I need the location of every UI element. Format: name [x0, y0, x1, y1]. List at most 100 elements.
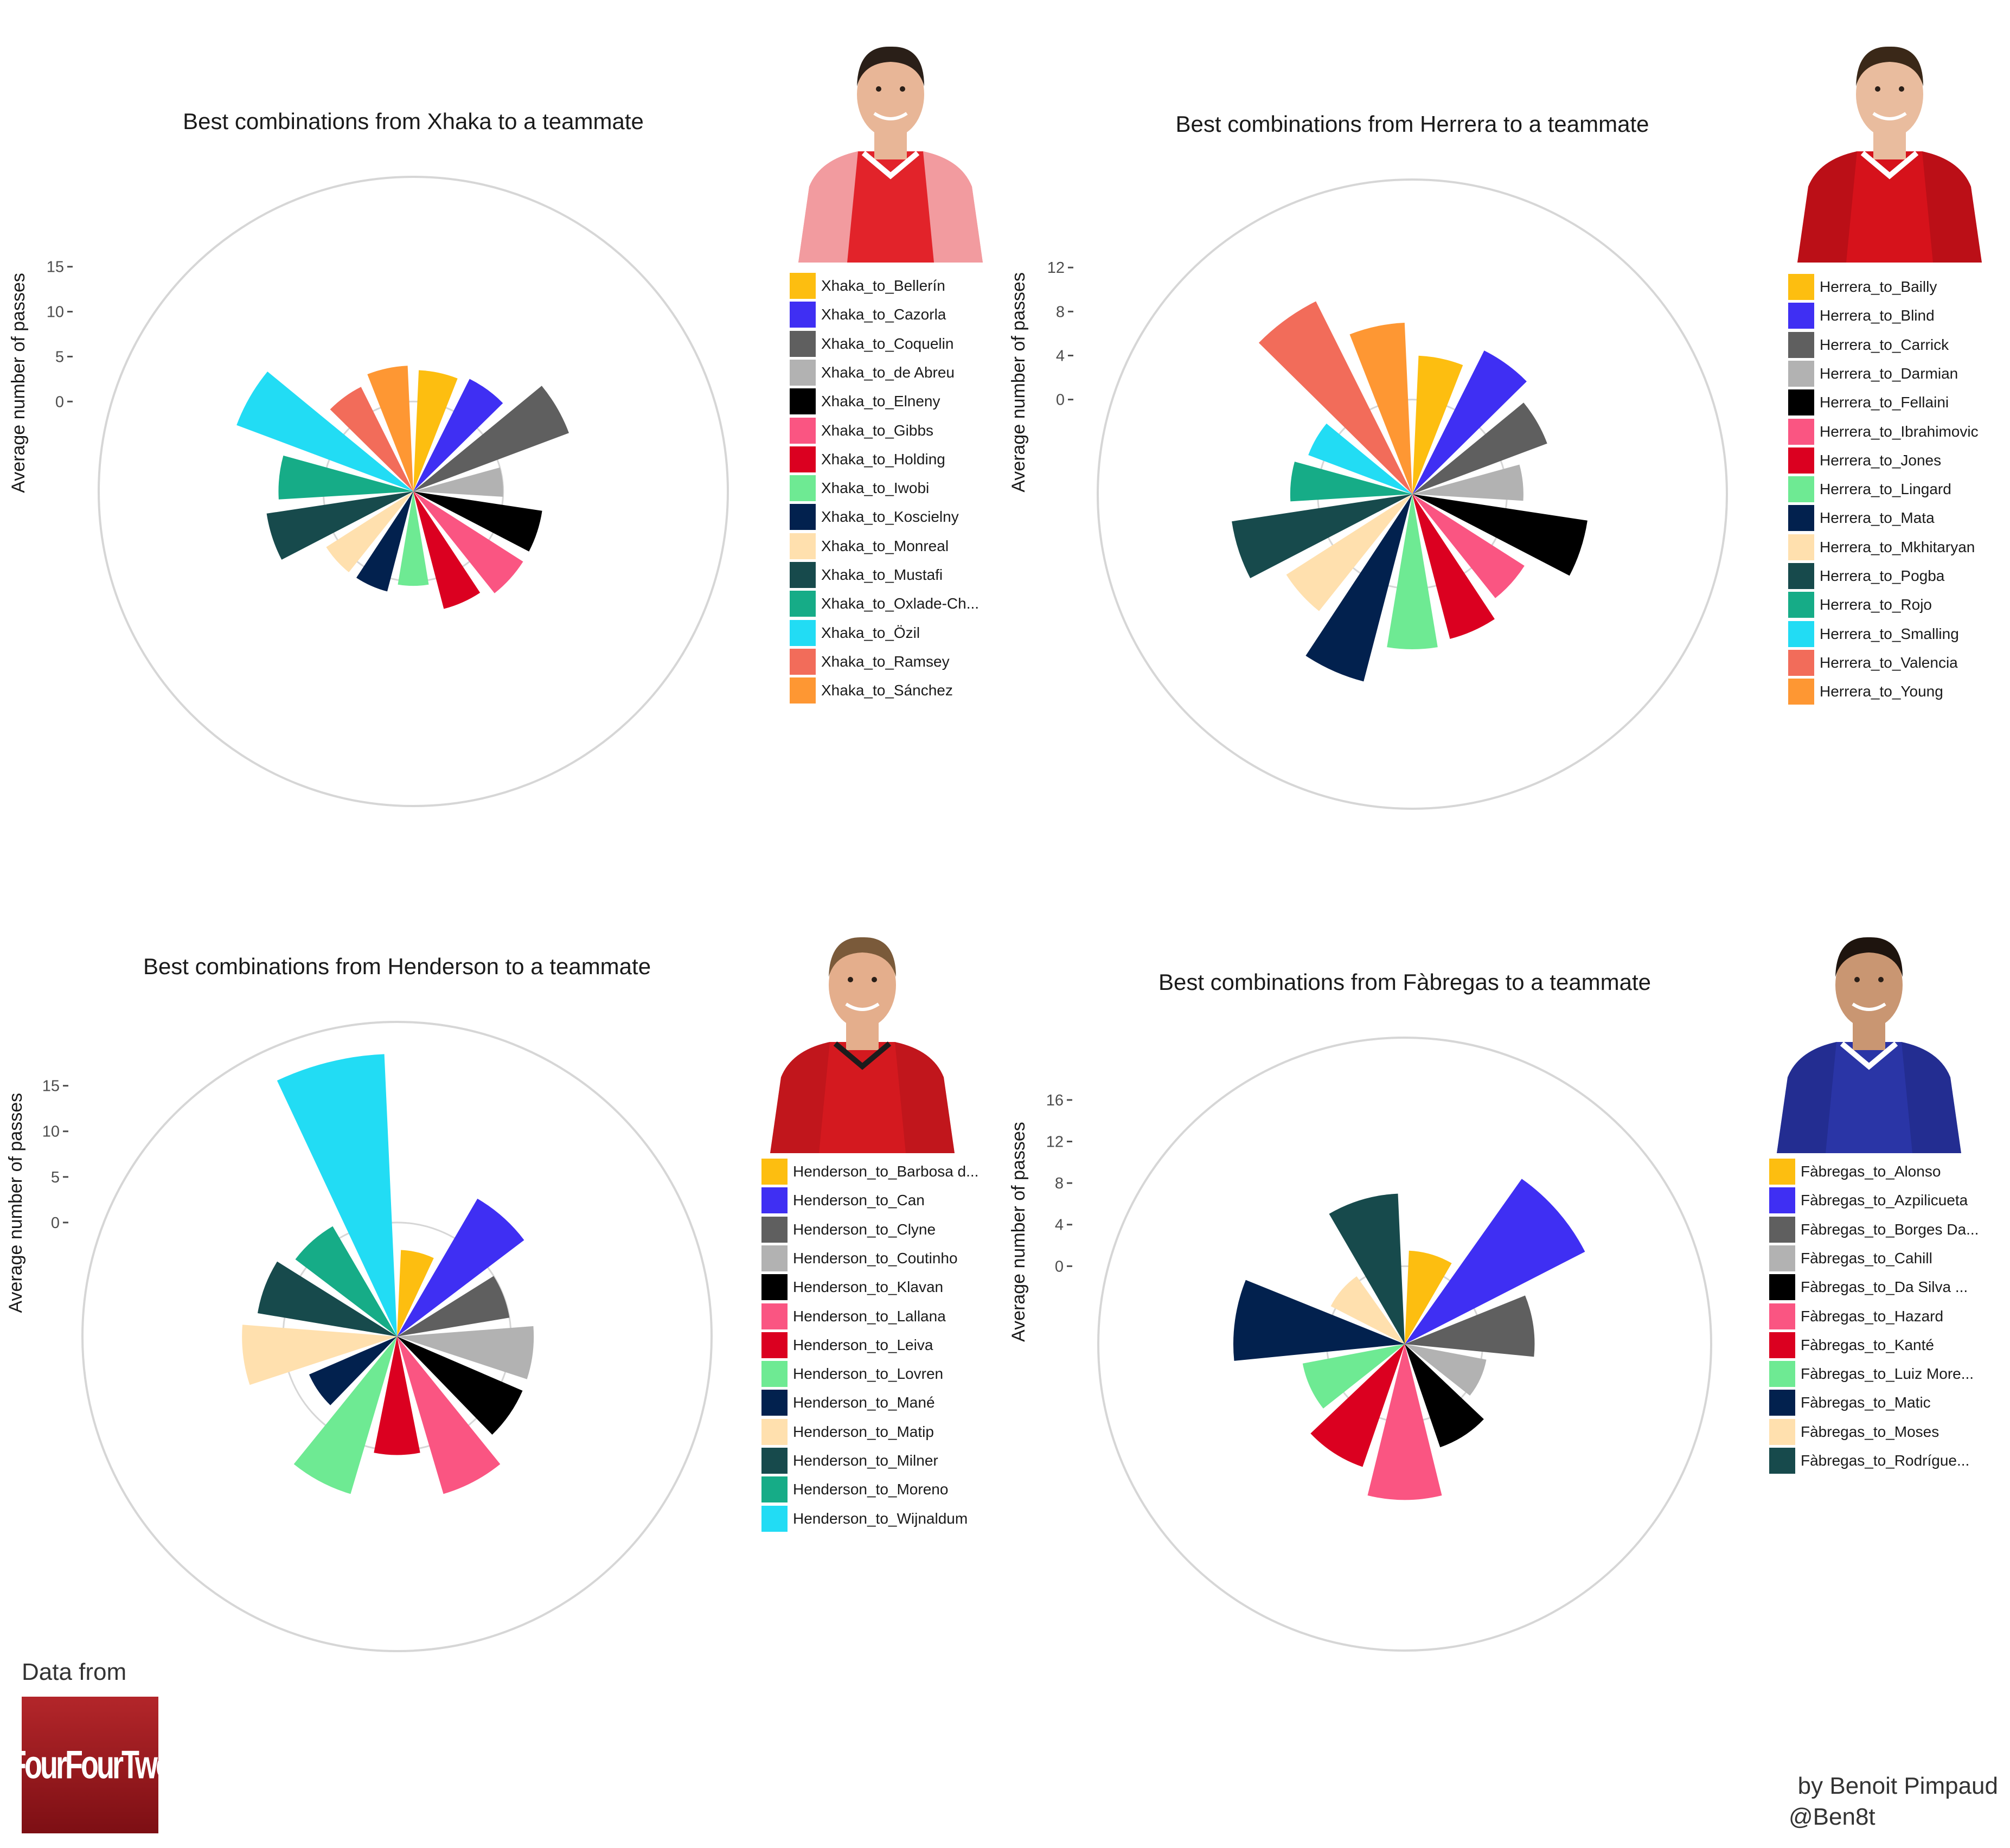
bar-Henderson_to_Barbosa d... [397, 1250, 434, 1337]
legend-item: Herrera_to_Rojo [1788, 592, 1932, 618]
legend-label: Xhaka_to_Monreal [821, 537, 949, 554]
y-tick-label: 0 [51, 1214, 60, 1232]
bar-Henderson_to_Can [397, 1198, 524, 1337]
face-shape [1835, 942, 1903, 1028]
bar-Henderson_to_Klavan [397, 1337, 523, 1435]
collar-shape [1860, 151, 1919, 180]
legend-item: Xhaka_to_Iwobi [790, 475, 929, 502]
y-tick-label: 4 [1056, 347, 1065, 365]
legend-label: Xhaka_to_Cazorla [821, 306, 946, 323]
legend-swatch [1788, 621, 1814, 647]
player-photo [788, 24, 994, 263]
legend-item: Xhaka_to_Elneny [790, 388, 940, 415]
y-tick-label: 4 [1055, 1217, 1064, 1234]
sleeve-shape [798, 151, 858, 263]
legend-item: Fàbregas_to_Moses [1769, 1418, 1939, 1445]
legend-label: Henderson_to_Barbosa d... [793, 1163, 979, 1180]
bar-Herrera_to_Valencia [1258, 301, 1412, 494]
legend-label: Xhaka_to_Elneny [821, 393, 940, 410]
polar-bar-chart: Best combinations from Herrera to a team… [1008, 111, 1728, 810]
legend-swatch [1769, 1274, 1795, 1301]
chart-panel-fabregas: Best combinations from Fàbregas to a tea… [1005, 868, 2010, 1848]
legend-swatch [761, 1390, 788, 1416]
hair-shape [1835, 937, 1903, 977]
legend-label: Henderson_to_Clyne [793, 1220, 936, 1238]
bar-Henderson_to_Clyne [397, 1276, 510, 1337]
bar-Fàbregas_to_Matic [1233, 1280, 1405, 1361]
legend-label: Herrera_to_Valencia [1820, 654, 1958, 671]
bar-Fàbregas_to_Luiz More... [1302, 1344, 1405, 1409]
legend-item: Xhaka_to_Koscielny [790, 504, 959, 530]
legend-item: Herrera_to_Jones [1788, 447, 1941, 474]
legend-label: Herrera_to_Carrick [1820, 336, 1949, 353]
chart-title: Best combinations from Herrera to a team… [1175, 111, 1649, 137]
collar-shape [861, 151, 920, 180]
y-axis-label: Average number of passes [8, 273, 29, 493]
legend-label: Fàbregas_to_Luiz More... [1801, 1365, 1974, 1383]
legend-item: Fàbregas_to_Da Silva ... [1769, 1274, 1968, 1301]
eye-shape [1899, 86, 1904, 92]
legend-swatch [761, 1303, 788, 1329]
bar-Herrera_to_Jones [1412, 494, 1495, 639]
legend-label: Herrera_to_Young [1820, 683, 1943, 700]
legend-swatch [790, 562, 816, 588]
bar-Xhaka_to_Elneny [413, 491, 542, 552]
bar-Herrera_to_Ibrahimovic [1412, 494, 1525, 598]
legend-label: Herrera_to_Lingard [1820, 481, 1951, 498]
legend-label: Xhaka_to_Mustafi [821, 566, 943, 583]
legend-item: Herrera_to_Fellaini [1788, 389, 1949, 416]
legend-swatch [761, 1332, 788, 1358]
legend-label: Fàbregas_to_Cahill [1801, 1249, 1932, 1267]
bar-Xhaka_to_Özil [236, 372, 413, 491]
bar-Xhaka_to_Sánchez [367, 366, 413, 491]
legend-label: Henderson_to_Coutinho [793, 1249, 958, 1267]
legend-label: Herrera_to_Blind [1820, 307, 1935, 324]
y-tick-label: 10 [42, 1123, 60, 1141]
bar-Herrera_to_Young [1349, 323, 1412, 494]
sleeve-shape [1922, 151, 1982, 263]
legend-item: Henderson_to_Lovren [761, 1361, 943, 1387]
legend-label: Henderson_to_Wijnaldum [793, 1510, 968, 1527]
legend-label: Xhaka_to_Koscielny [821, 508, 959, 526]
legend-swatch [1769, 1303, 1795, 1329]
hair-shape [857, 46, 924, 86]
collar-shape [833, 1041, 892, 1070]
legend-swatch [761, 1159, 788, 1185]
legend-item: Fàbregas_to_Rodrígue... [1769, 1448, 1969, 1474]
legend-item: Herrera_to_Pogba [1788, 563, 1944, 589]
legend-label: Henderson_to_Milner [793, 1452, 938, 1469]
legend-item: Herrera_to_Blind [1788, 303, 1935, 329]
data-source-label: Data from [22, 1659, 127, 1685]
legend-item: Herrera_to_Carrick [1788, 331, 1949, 358]
legend-item: Henderson_to_Matip [761, 1418, 934, 1445]
legend-label: Xhaka_to_Oxlade-Ch... [821, 595, 980, 612]
y-tick-label: 0 [55, 393, 64, 411]
legend-swatch [1769, 1332, 1795, 1358]
bar-Xhaka_to_Cazorla [413, 379, 503, 491]
bar-Xhaka_to_Coquelin [413, 386, 569, 491]
legend-swatch [790, 302, 816, 328]
polar-bar-chart: Best combinations from Xhaka to a teamma… [8, 108, 729, 807]
legend-swatch [761, 1476, 788, 1503]
bar-Xhaka_to_Iwobi [398, 491, 429, 586]
face-shape [857, 51, 924, 138]
legend-swatch [761, 1274, 788, 1301]
chart-title: Best combinations from Xhaka to a teamma… [183, 108, 644, 134]
bar-Herrera_to_Carrick [1412, 402, 1547, 494]
legend-swatch [1788, 505, 1814, 532]
legend-item: Fàbregas_to_Alonso [1769, 1159, 1941, 1185]
legend-swatch [761, 1187, 788, 1214]
y-axis-label: Average number of passes [5, 1093, 26, 1313]
face-shape [1856, 51, 1923, 138]
bar-Henderson_to_Moreno [295, 1226, 397, 1337]
y-tick-label: 8 [1055, 1175, 1064, 1192]
legend-swatch [761, 1505, 788, 1532]
y-tick-label: 12 [1047, 259, 1065, 277]
legend-label: Herrera_to_Darmian [1820, 365, 1958, 382]
legend-label: Henderson_to_Mané [793, 1394, 935, 1411]
fourfourtwo-logo: FourFourTwo [9, 1697, 174, 1833]
legend-label: Henderson_to_Leiva [793, 1336, 933, 1353]
legend-item: Henderson_to_Barbosa d... [761, 1159, 978, 1185]
y-tick-label: 16 [1046, 1092, 1064, 1109]
y-tick-label: 15 [42, 1078, 60, 1095]
